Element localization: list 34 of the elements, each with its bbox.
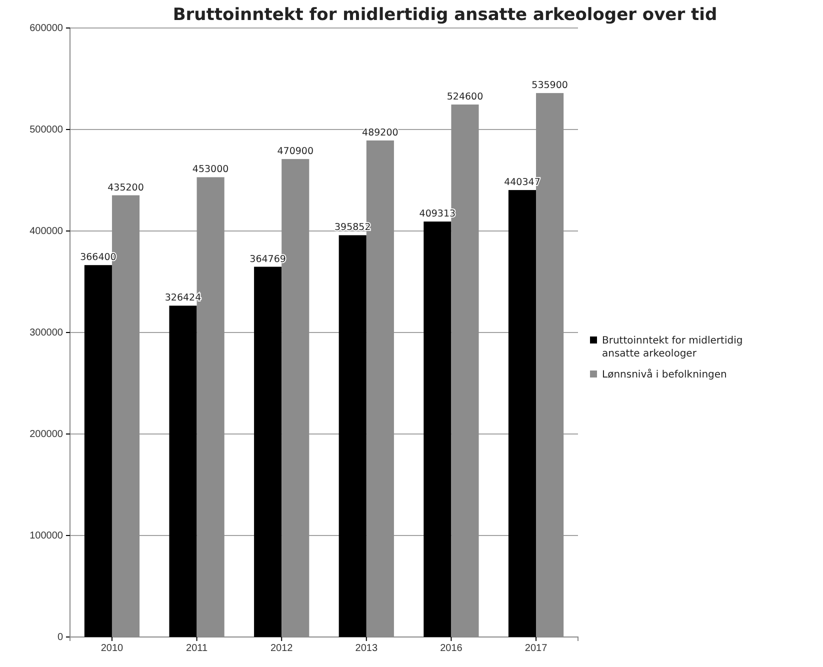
chart-title: Bruttoinntekt for midlertidig ansatte arkeologer over tid — [172, 5, 718, 25]
legend-label: Bruttoinntekt for midlertidig ansatte arkeologer — [602, 336, 743, 360]
y-tick-label: 300000 — [30, 328, 64, 339]
bar — [84, 265, 112, 637]
data-label: 364769 — [250, 254, 286, 265]
bar — [338, 235, 366, 637]
data-label: 326424 — [164, 292, 202, 304]
y-tick-label: 400000 — [30, 226, 64, 238]
data-label: 470900 — [277, 146, 314, 158]
data-label: 435200 — [108, 182, 144, 194]
x-tick-label: 2017 — [524, 643, 548, 654]
legend-label: Lønnsnivå i befolkningen — [602, 368, 727, 380]
x-tick-label: 2012 — [270, 643, 294, 654]
x-tick-label: 2010 — [100, 643, 124, 654]
y-tick-label: 0 — [57, 632, 64, 644]
data-label: 395852 — [334, 222, 371, 234]
x-tick-label: 2011 — [186, 643, 208, 654]
data-label: 440347 — [504, 177, 540, 188]
y-tick-label: 200000 — [30, 429, 64, 440]
bar — [424, 222, 452, 637]
bar — [254, 266, 282, 637]
data-label: 409313 — [419, 208, 456, 220]
data-label: 489200 — [362, 127, 398, 138]
y-tick-label: 600000 — [30, 23, 64, 34]
data-label: 535900 — [532, 80, 568, 92]
x-tick-label: 2013 — [355, 643, 378, 654]
x-tick-label: 2016 — [440, 643, 463, 654]
data-label: 366400 — [80, 252, 116, 264]
y-tick-label: 500000 — [30, 124, 64, 136]
bar — [169, 306, 197, 637]
data-label: 453000 — [192, 164, 229, 176]
data-label: 524600 — [446, 92, 484, 103]
y-tick-label: 100000 — [30, 530, 64, 542]
bar — [508, 190, 536, 637]
